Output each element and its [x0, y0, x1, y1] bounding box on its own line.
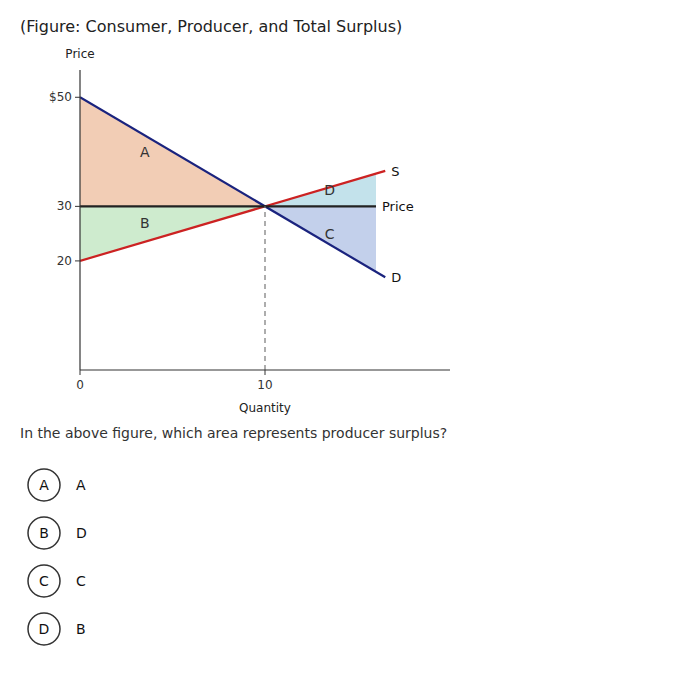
- region-label: C: [325, 226, 335, 242]
- choice-text[interactable]: D: [76, 525, 87, 541]
- region-label: A: [140, 144, 150, 160]
- series-line: [80, 97, 385, 277]
- choice-circle[interactable]: [28, 469, 60, 501]
- choice-text[interactable]: B: [76, 621, 86, 637]
- y-tick: [75, 206, 80, 207]
- series-line: [264, 206, 265, 370]
- y-axis-label: Price: [65, 47, 94, 61]
- title: (Figure: Consumer, Producer, and Total S…: [20, 17, 402, 36]
- choice-letter[interactable]: D: [39, 621, 50, 637]
- y-tick-label: 30: [57, 199, 72, 213]
- choice-text[interactable]: C: [76, 573, 86, 589]
- y-tick-label: $50: [49, 90, 72, 104]
- series-label: D: [391, 270, 401, 285]
- choice-circle[interactable]: [28, 517, 60, 549]
- choice-circle[interactable]: [28, 565, 60, 597]
- x-tick: [265, 370, 266, 375]
- y-tick: [75, 97, 80, 98]
- choice-letter[interactable]: B: [39, 525, 49, 541]
- x-tick-label: 0: [76, 378, 84, 392]
- plot-marks: [80, 97, 385, 370]
- y-tick-label: 20: [57, 254, 72, 268]
- x-tick-label: 10: [257, 378, 272, 392]
- choice-text[interactable]: A: [76, 477, 86, 493]
- series-line: [80, 205, 376, 207]
- y-tick: [75, 260, 80, 261]
- x-tick: [80, 370, 81, 375]
- x-axis-label: Quantity: [239, 401, 291, 415]
- series-label: S: [391, 164, 399, 179]
- question: In the above figure, which area represen…: [20, 425, 447, 441]
- region-label: B: [140, 215, 150, 231]
- choice-letter[interactable]: A: [39, 477, 49, 493]
- choice-circle[interactable]: [28, 613, 60, 645]
- region-label: D: [324, 182, 335, 198]
- series-label: Price: [382, 199, 414, 214]
- chart: (Figure: Consumer, Producer, and Total S…: [0, 0, 700, 673]
- y-axis: [79, 70, 80, 370]
- series-line: [80, 171, 385, 261]
- choice-letter[interactable]: C: [39, 573, 49, 589]
